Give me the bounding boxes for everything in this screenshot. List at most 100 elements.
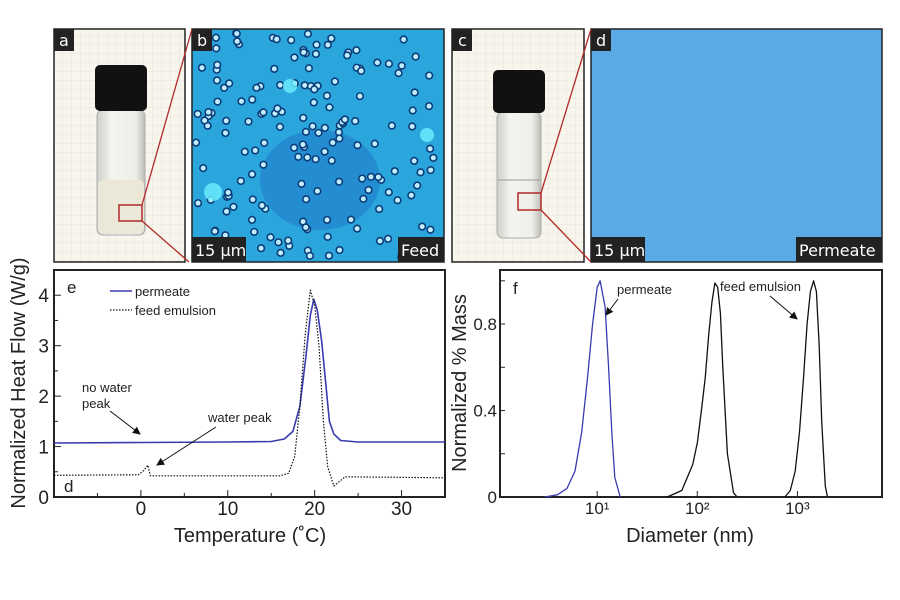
droplet: [221, 128, 230, 138]
panel-d-permeate-micrograph: d 15 µm Permeate: [590, 28, 883, 263]
droplet: [366, 172, 376, 181]
droplet: [212, 76, 222, 85]
feed-caption: Feed: [401, 241, 439, 260]
annotation-no-water-peak-line2: peak: [82, 396, 111, 411]
droplet: [299, 48, 308, 57]
droplet: [384, 234, 393, 243]
droplet: [240, 147, 249, 156]
droplet: [352, 46, 361, 55]
droplet: [303, 153, 312, 162]
droplet: [359, 194, 368, 203]
droplet: [233, 37, 242, 46]
droplet: [394, 69, 403, 78]
droplet: [256, 244, 266, 253]
droplet: [323, 40, 332, 49]
droplet: [429, 153, 438, 162]
annotation-feed-emulsion: feed emulsion: [720, 279, 801, 294]
zoom-line: [540, 28, 592, 194]
droplet: [343, 51, 352, 60]
arrow-icon: [156, 426, 217, 466]
y-axis-title: Normalized % Mass: [449, 294, 471, 472]
droplet: [387, 121, 396, 130]
droplet: [320, 123, 329, 132]
scale-bar-label: 15 µm: [594, 241, 645, 260]
droplet: [229, 202, 238, 211]
vial-liquid-feed: [98, 180, 144, 234]
droplet: [310, 85, 319, 94]
panel-c-vial-photo: c: [451, 28, 585, 263]
droplet: [424, 102, 434, 111]
droplet: [287, 36, 296, 45]
droplet: [312, 40, 321, 49]
droplet: [222, 207, 231, 216]
series-line-permeate-0: [544, 280, 621, 498]
droplet: [200, 116, 209, 125]
droplet: [284, 236, 293, 245]
droplet: [273, 104, 282, 113]
y-tick-label: 0.8: [473, 315, 497, 334]
panel-b-feed-micrograph: b 15 µm Feed: [191, 28, 445, 263]
series: [53, 289, 446, 487]
droplets: [191, 29, 438, 261]
x-tick-label: 20: [304, 499, 325, 520]
annotation-water-peak: water peak: [207, 410, 272, 425]
droplet: [313, 187, 322, 196]
droplet: [276, 81, 285, 90]
droplet: [426, 165, 435, 175]
droplet: [416, 168, 425, 177]
droplet: [276, 248, 285, 258]
droplet: [411, 52, 420, 61]
series-line-feed-emulsion-2: [784, 280, 829, 498]
droplet: [426, 225, 435, 234]
droplet: [314, 128, 323, 138]
droplet: [322, 215, 332, 225]
droplet: [410, 156, 419, 165]
arrow-icon: [109, 410, 141, 435]
x-tick-label: 10³: [785, 499, 810, 518]
droplet: [355, 92, 365, 101]
chart-f-size-distribution: 10¹ 10² 10³ 0 0.4 0.8 f permeate feed emulsio…: [449, 269, 883, 547]
droplet: [407, 191, 416, 200]
series: [544, 280, 829, 498]
large-droplet: [204, 183, 222, 201]
droplet: [308, 122, 317, 131]
arrow-icon: [605, 298, 619, 316]
x-tick-label: 10¹: [585, 499, 610, 518]
zoom-line: [141, 28, 193, 206]
panel-letter-a: a: [59, 31, 69, 50]
droplet: [257, 201, 267, 210]
axis-ticks: 10¹ 10² 10³ 0 0.4 0.8: [473, 280, 810, 518]
large-droplet: [420, 128, 434, 142]
x-tick-label: 10: [217, 499, 238, 520]
vial-cap: [493, 70, 545, 113]
droplet: [213, 97, 222, 106]
droplet: [213, 60, 222, 69]
legend-feed-emulsion: feed emulsion: [135, 303, 216, 318]
droplet: [393, 196, 402, 205]
droplet: [290, 53, 299, 62]
droplet: [330, 77, 340, 86]
droplet: [357, 66, 366, 76]
droplet: [294, 152, 303, 161]
droplet: [327, 156, 336, 165]
zoom-box: [118, 204, 143, 222]
droplet: [397, 61, 406, 70]
droplet: [425, 71, 434, 80]
droplet: [311, 155, 320, 164]
droplet: [325, 103, 334, 112]
annotation-no-water-peak: no water: [82, 380, 133, 395]
droplet: [304, 64, 314, 73]
droplet: [298, 140, 308, 149]
droplet: [252, 83, 261, 92]
droplet: [197, 63, 207, 72]
series-line-feed-emulsion-1: [666, 282, 738, 498]
droplet: [247, 170, 257, 179]
droplet: [364, 185, 373, 195]
droplet: [210, 227, 219, 236]
x-axis-ticks: 0 10 20 30 0 1 2 3 4: [38, 269, 446, 520]
x-axis-title: Diameter (nm): [626, 525, 754, 547]
droplet: [274, 238, 283, 247]
droplet: [334, 177, 344, 186]
droplet: [328, 138, 337, 147]
